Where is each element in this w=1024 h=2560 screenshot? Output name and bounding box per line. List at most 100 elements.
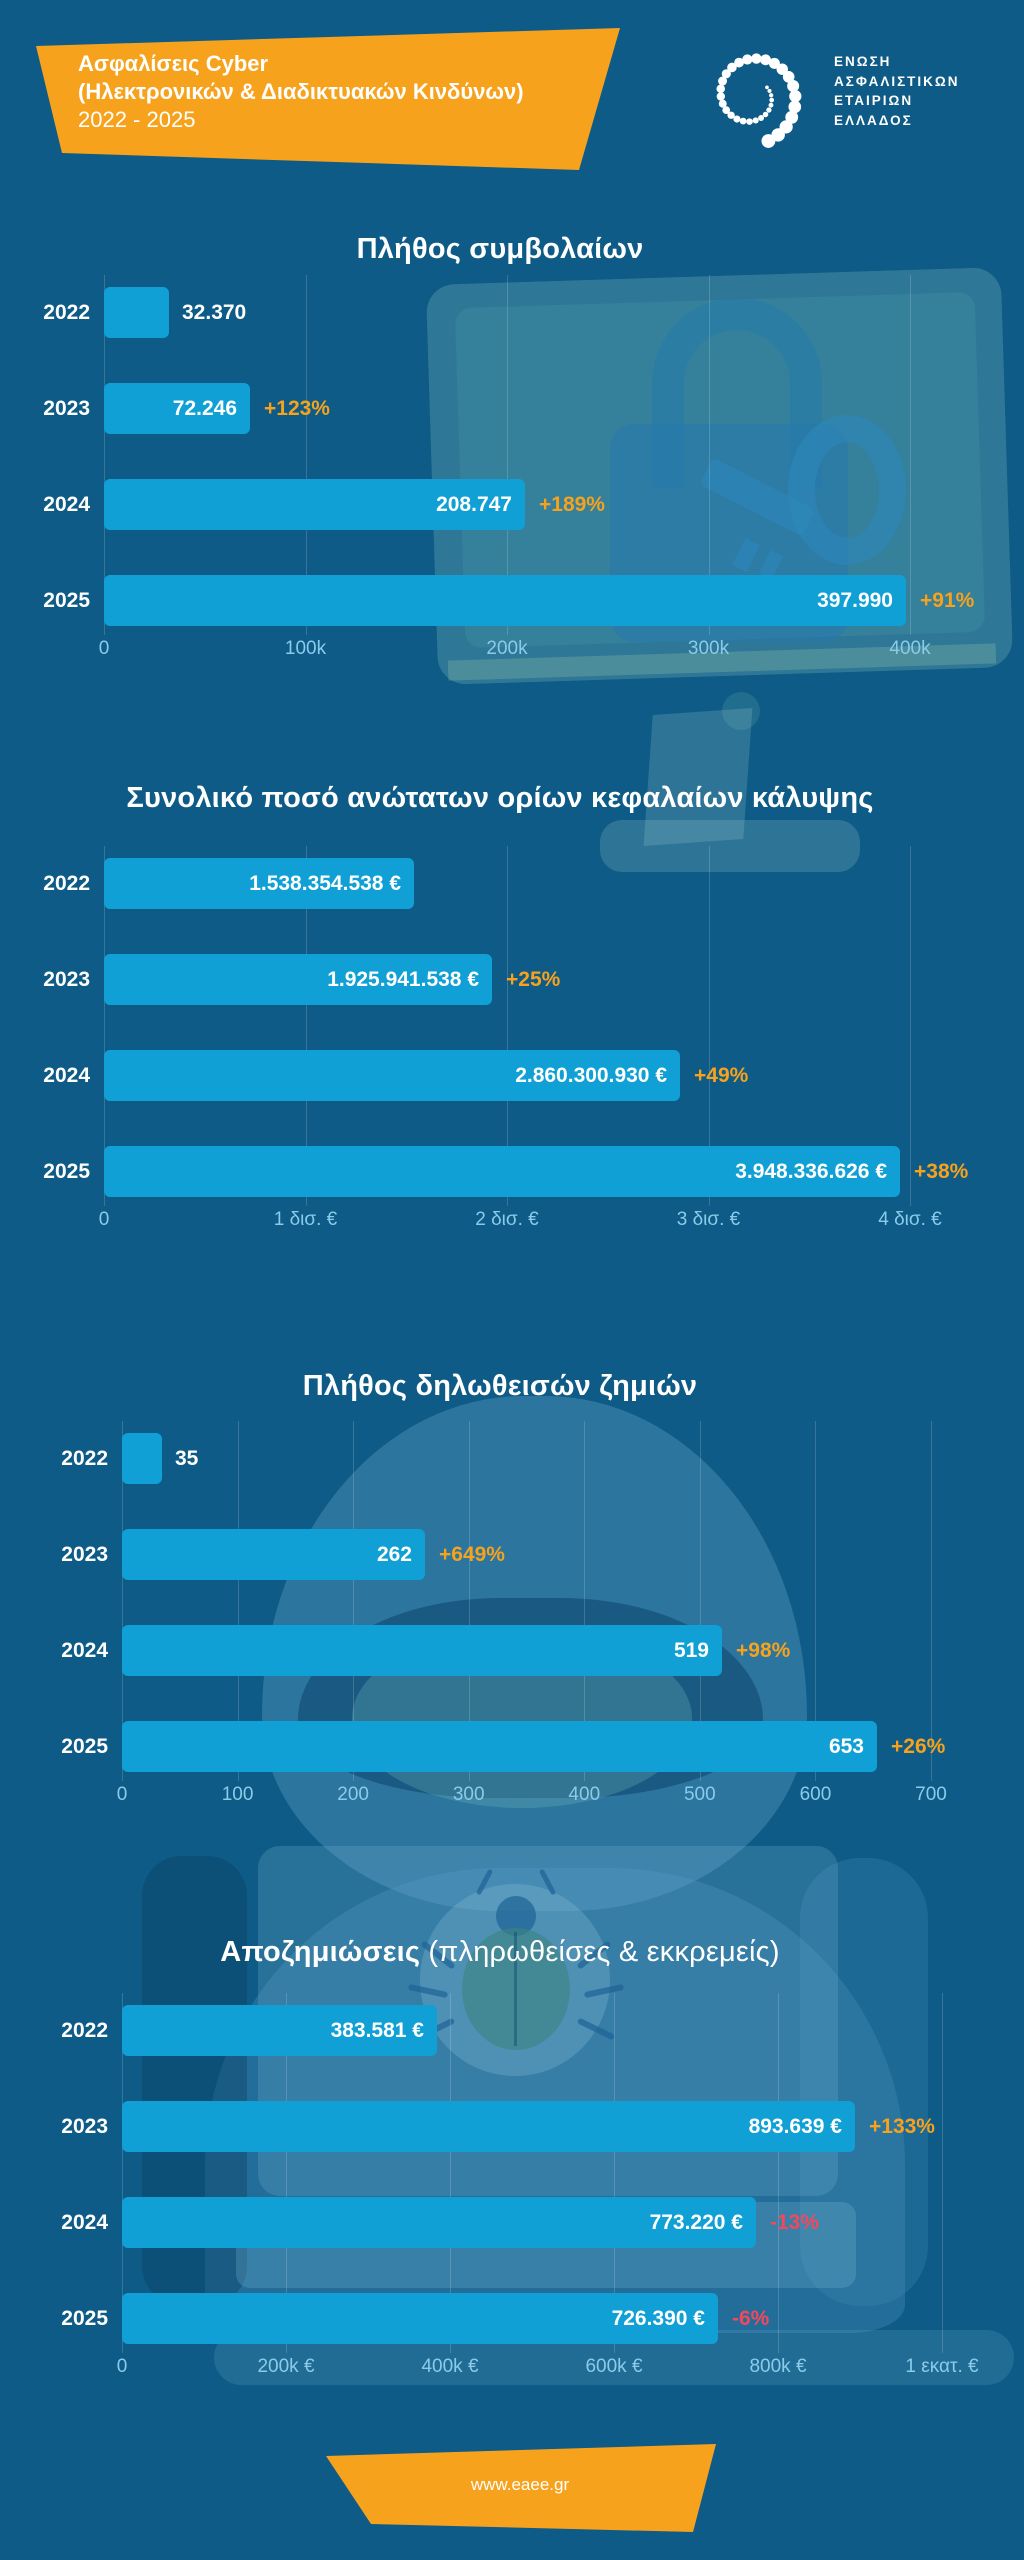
- header-banner: [36, 28, 620, 170]
- axis-tick-label: 3 δισ. €: [676, 1209, 741, 1230]
- bar-2022: 383.581 €: [122, 2005, 437, 2056]
- chart-title: Πλήθος συμβολαίων: [356, 233, 644, 265]
- gridline: [286, 1993, 287, 2353]
- axis-tick-label: 300: [452, 1784, 485, 1805]
- monitor-stand: [643, 708, 753, 846]
- axis-tick-label: 200k: [486, 638, 528, 659]
- year-label: 2025: [43, 1160, 90, 1183]
- hacker-hood: [262, 1396, 807, 1911]
- bug-antenna-icon: [538, 1868, 557, 1896]
- bar-value-label: 262: [376, 1543, 412, 1566]
- key-tooth-icon: [732, 538, 760, 572]
- bar-value-label: 2.860.300.930 €: [515, 1064, 667, 1087]
- bar-2022: 1.538.354.538 €: [104, 858, 414, 909]
- monitor-screen: [454, 291, 986, 649]
- axis-tick-label: 200k €: [257, 2356, 315, 2377]
- bar-value-label: 1.538.354.538 €: [249, 872, 401, 895]
- year-label: 2024: [61, 2211, 108, 2234]
- gridline: [778, 1993, 779, 2353]
- bug-head-icon: [496, 1896, 536, 1936]
- bar-2025: 3.948.336.626 €: [104, 1146, 900, 1197]
- bar-2024: 208.747: [104, 479, 525, 530]
- bug-leg-icon: [576, 2017, 616, 2041]
- gridline: [450, 1993, 451, 2353]
- laptop-screen: [258, 1846, 838, 2196]
- monitor-bezel: [447, 643, 997, 681]
- bar-value-label: 72.246: [172, 397, 237, 420]
- gridline: [614, 1993, 615, 2353]
- year-label: 2024: [43, 1064, 90, 1087]
- laptop-keyboard: [236, 2202, 856, 2288]
- gridline: [815, 1421, 817, 1781]
- year-label: 2024: [43, 493, 90, 516]
- bug-halo: [420, 1884, 610, 2076]
- logo-line: ΕΤΑΙΡΙΩΝ: [834, 93, 914, 108]
- bug-leg-icon: [576, 1940, 612, 1970]
- axis-tick-label: 0: [98, 638, 110, 659]
- bar-value-label: 383.581 €: [330, 2019, 424, 2042]
- bug-leg-icon: [583, 1983, 625, 1999]
- bar-percent-label: +133%: [869, 2115, 935, 2138]
- year-label: 2025: [61, 2307, 108, 2330]
- axis-tick-label: 0: [116, 1784, 128, 1805]
- bar-value-label: 3.948.336.626 €: [735, 1160, 887, 1183]
- bar-2024: 519: [122, 1625, 722, 1676]
- axis-tick-label: 4 δισ. €: [878, 1209, 942, 1230]
- bar-value-label: 519: [673, 1639, 709, 1662]
- bug-wing-split: [514, 1932, 517, 2046]
- axis-tick-label: 700: [915, 1784, 947, 1805]
- gridline: [942, 1993, 943, 2353]
- bug-leg-icon: [416, 2017, 456, 2041]
- header-title-years: 2022 - 2025: [78, 107, 196, 132]
- laptop-base: [214, 2330, 1014, 2385]
- logo-line: ΕΛΛΑΔΟΣ: [834, 112, 913, 128]
- bar-2023: 1.925.941.538 €: [104, 954, 492, 1005]
- hacker-arm-right: [800, 1858, 928, 2306]
- bar-percent-label: +91%: [920, 589, 975, 612]
- chart-title: Αποζημιώσεις (πληρωθείσες & εκκρεμείς): [0, 1936, 1000, 1969]
- bar-percent-label: +49%: [694, 1064, 749, 1087]
- bar-value-label: 726.390 €: [611, 2307, 705, 2330]
- bar-percent-label: +189%: [539, 493, 605, 516]
- gridline: [507, 846, 508, 1206]
- bar-value-label: 397.990: [817, 589, 893, 612]
- bar-value-label: 208.747: [436, 493, 512, 516]
- gridline: [507, 275, 508, 635]
- bar-percent-label: -13%: [770, 2211, 820, 2234]
- bug-antenna-icon: [475, 1868, 494, 1896]
- axis-tick-label: 2 δισ. €: [475, 1209, 539, 1230]
- gridline: [237, 1421, 239, 1781]
- header-title-line2: (Ηλεκτρονικών & Διαδικτυακών Κινδύνων): [78, 79, 524, 104]
- bar-percent-label: +649%: [439, 1543, 505, 1566]
- year-label: 2022: [61, 1447, 108, 1470]
- axis-tick-label: 100: [221, 1784, 254, 1805]
- axis-tick-label: 100k: [284, 638, 327, 659]
- gridline: [353, 1421, 355, 1781]
- eaee-logo: ΕΝΩΣΗ ΑΣΦΑΛΙΣΤΙΚΩΝ ΕΤΑΙΡΙΩΝ ΕΛΛΑΔΟΣ: [698, 42, 960, 150]
- gridline: [104, 275, 105, 635]
- axis-tick-label: 400k: [889, 638, 931, 659]
- axis-tick-label: 400: [568, 1784, 601, 1805]
- footer-link[interactable]: www.eaee.gr: [470, 2475, 570, 2494]
- gridline: [708, 846, 710, 1206]
- gridline: [104, 846, 105, 1206]
- axis-tick-label: 0: [116, 2356, 128, 2377]
- gridline: [699, 1421, 701, 1781]
- hacker-face: [298, 1598, 763, 1798]
- year-label: 2025: [43, 589, 90, 612]
- bar-value-label: 1.925.941.538 €: [327, 968, 479, 991]
- bar-percent-label: +26%: [891, 1735, 946, 1758]
- eaee-logo-text: ΕΝΩΣΗ ΑΣΦΑΛΙΣΤΙΚΩΝ ΕΤΑΙΡΙΩΝ ΕΛΛΑΔΟΣ: [834, 52, 960, 150]
- bar-2025: 397.990: [104, 575, 906, 626]
- chart-title: Συνολικό ποσό ανώτατων ορίων κεφαλαίων κ…: [126, 782, 874, 814]
- chart-title: Πλήθος δηλωθεισών ζημιών: [302, 1370, 698, 1402]
- gridline: [468, 1421, 470, 1781]
- axis-tick-label: 600: [799, 1784, 832, 1805]
- bug-leg-icon: [420, 1940, 456, 1970]
